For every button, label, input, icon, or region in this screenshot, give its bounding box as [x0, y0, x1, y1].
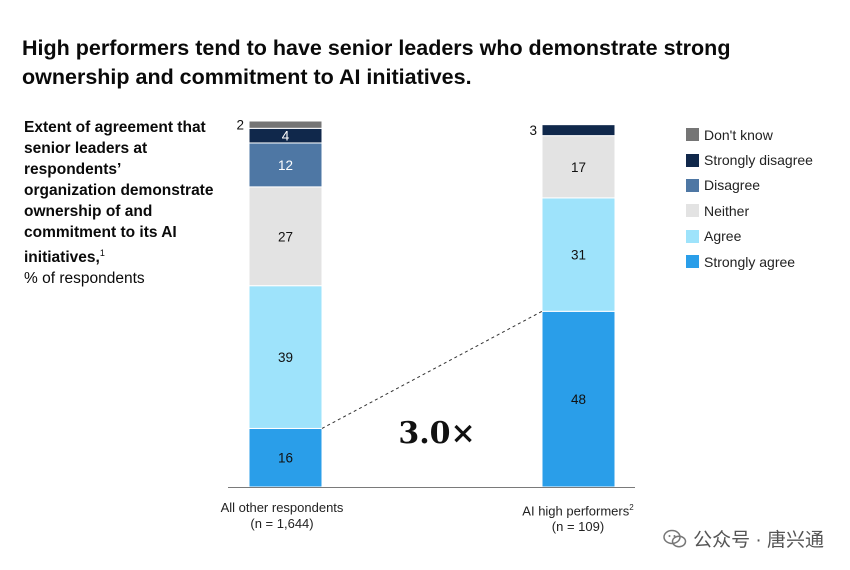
watermark-text: 公众号 · 唐兴通 [693, 530, 824, 551]
data-label: 4 [282, 129, 290, 144]
data-label: 17 [571, 160, 586, 175]
data-label: 12 [278, 158, 293, 173]
comparison-annotation: 3.0× [398, 416, 475, 451]
legend-item: Agree [686, 224, 813, 249]
legend-label: Don't know [704, 126, 773, 143]
x-category-name: AI high performers [522, 503, 630, 519]
bar-segment-strongly-disagree [541, 124, 616, 137]
data-label: 31 [571, 248, 586, 263]
data-label: 27 [278, 229, 293, 244]
data-label: 2 [236, 118, 244, 133]
legend-swatch [686, 128, 699, 142]
bar-segment-strongly-agree [541, 310, 616, 488]
bar-segment-strongly-agree [248, 427, 323, 488]
y-axis-label-footnote: 1 [99, 248, 105, 258]
x-category-label-all-other: All other respondents (n = 1,644) [202, 500, 362, 532]
y-axis-label: Extent of agreement that senior leaders … [24, 117, 214, 289]
x-category-n: (n = 1,644) [250, 516, 314, 531]
legend-swatch [686, 204, 699, 218]
data-label: 16 [278, 451, 293, 466]
watermark: 公众号 · 唐兴通 [663, 525, 824, 552]
bar-segment-neither [541, 135, 616, 199]
chart-title: High performers tend to have senior lead… [22, 36, 731, 89]
legend-label: Disagree [704, 177, 761, 194]
legend-item: Don't know [686, 122, 813, 147]
bar-segment-neither [248, 186, 323, 287]
x-category-label-high-performers: AI high performers2 (n = 109) [498, 500, 658, 535]
wechat-icon [663, 529, 687, 547]
bar-segment-agree [541, 197, 616, 312]
x-category-n: (n = 109) [551, 519, 605, 535]
legend-swatch [686, 255, 699, 269]
legend-item: Strongly agree [686, 249, 813, 274]
comparison-connector-line [321, 310, 543, 429]
legend: Don't know Strongly disagree Disagree Neith… [686, 122, 813, 274]
legend-item: Disagree [686, 173, 813, 198]
y-axis-unit: % of respondents [24, 270, 145, 288]
legend-label: Agree [704, 228, 742, 245]
legend-label: Strongly agree [704, 253, 796, 270]
legend-label: Neither [704, 202, 750, 219]
legend-swatch [686, 229, 699, 243]
legend-item: Neither [686, 198, 813, 223]
legend-swatch [686, 153, 699, 167]
data-label: 39 [278, 350, 293, 365]
data-label: 3 [529, 123, 537, 138]
legend-swatch [686, 178, 699, 192]
legend-item: Strongly disagree [686, 147, 813, 172]
data-label: 48 [571, 392, 586, 407]
y-axis-label-text: Extent of agreement that senior leaders … [24, 119, 214, 267]
x-category-name: All other respondents [220, 500, 344, 515]
legend-label: Strongly disagree [704, 152, 813, 169]
x-category-footnote: 2 [629, 503, 634, 512]
bar-segment-agree [248, 285, 323, 429]
bar-segment-don-t-know [248, 120, 323, 129]
